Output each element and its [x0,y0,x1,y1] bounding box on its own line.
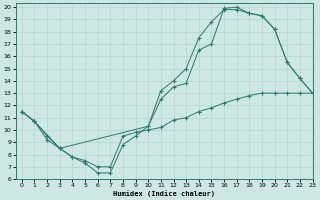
X-axis label: Humidex (Indice chaleur): Humidex (Indice chaleur) [113,190,215,197]
